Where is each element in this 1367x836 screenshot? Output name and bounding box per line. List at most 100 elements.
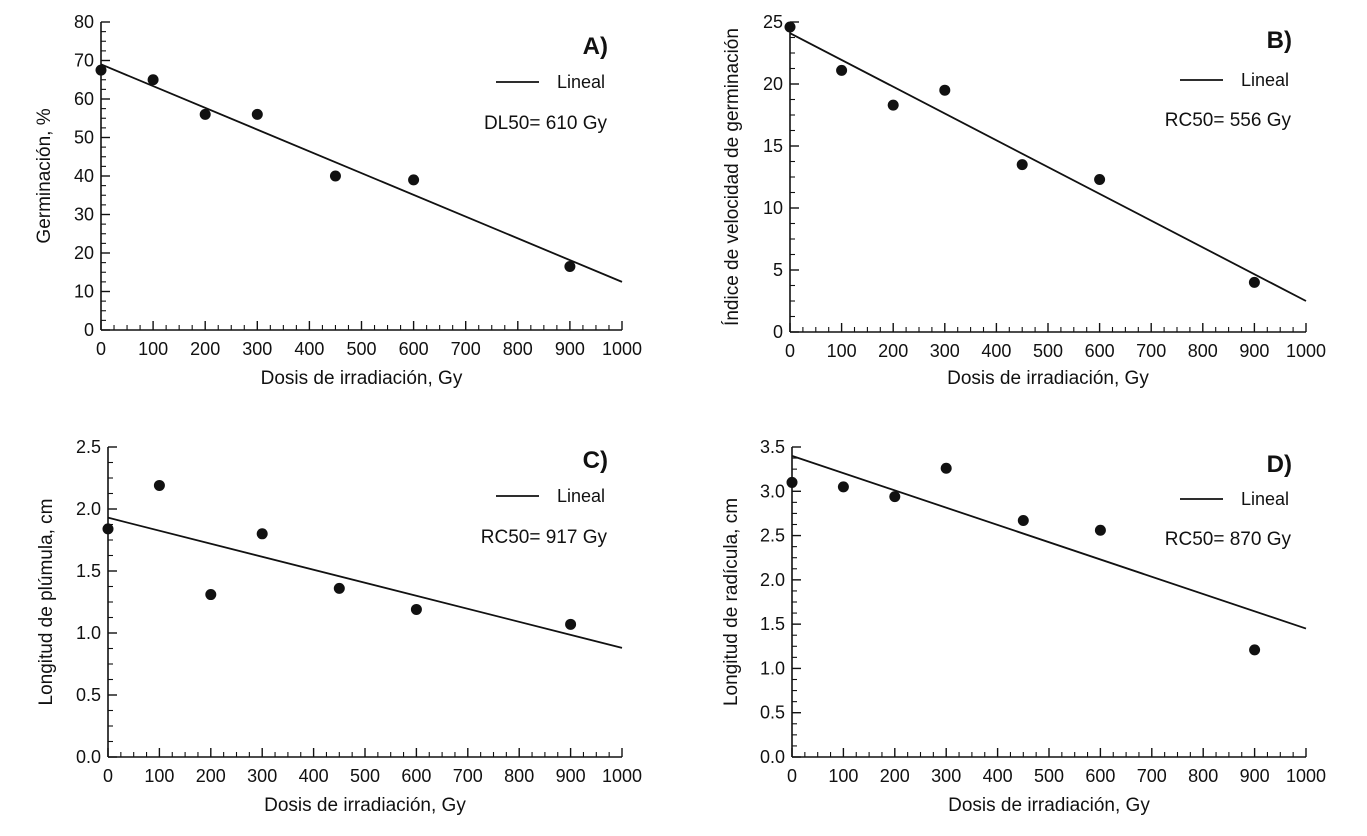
panel-label: C) bbox=[583, 447, 608, 474]
dose-annotation: RC50= 870 Gy bbox=[1165, 529, 1292, 550]
data-point bbox=[836, 64, 848, 76]
y-tick-label: 2.0 bbox=[76, 499, 101, 519]
y-axis-title: Índice de velocidad de germinación bbox=[722, 28, 743, 326]
y-tick-label: 70 bbox=[74, 51, 94, 71]
x-tick-label: 600 bbox=[1085, 766, 1115, 786]
panel-b: 0 100 200 300 400 500 600 700 800 900 1000 0 5 10 15 20… bbox=[722, 12, 1326, 389]
x-axis-title: Dosis de irradiación, Gy bbox=[947, 368, 1149, 389]
y-tick-label: 20 bbox=[74, 243, 94, 263]
data-point bbox=[256, 528, 268, 540]
x-tick-label: 700 bbox=[1136, 341, 1166, 361]
data-point bbox=[940, 462, 952, 474]
data-point bbox=[329, 170, 341, 182]
y-tick-label: 2.5 bbox=[760, 526, 785, 546]
fit-line-lineal bbox=[100, 63, 623, 283]
panel-d: 0 100 200 300 400 500 600 700 800 900 1000 0.0 0.5 1.… bbox=[721, 437, 1326, 816]
data-point bbox=[889, 491, 901, 503]
legend-label: Lineal bbox=[1241, 489, 1289, 509]
x-tick-label: 700 bbox=[1137, 766, 1167, 786]
x-axis-title: Dosis de irradiación, Gy bbox=[261, 368, 463, 389]
x-tick-label: 400 bbox=[294, 339, 324, 359]
x-tick-label: 900 bbox=[556, 766, 586, 786]
dose-annotation: RC50= 556 Gy bbox=[1165, 110, 1292, 131]
x-tick-label: 900 bbox=[555, 339, 585, 359]
data-point bbox=[1016, 159, 1028, 171]
x-tick-label: 300 bbox=[930, 341, 960, 361]
x-tick-label: 200 bbox=[190, 339, 220, 359]
x-tick-label: 1000 bbox=[602, 766, 642, 786]
data-point bbox=[147, 74, 159, 86]
fit-line-lineal bbox=[789, 32, 1307, 302]
x-tick-label: 800 bbox=[504, 766, 534, 786]
y-axis-title: Longitud de plúmula, cm bbox=[36, 498, 57, 705]
y-tick-label: 0.5 bbox=[760, 703, 785, 723]
x-axis-title: Dosis de irradiación, Gy bbox=[264, 795, 466, 816]
y-tick-label: 25 bbox=[763, 12, 783, 32]
x-tick-label: 500 bbox=[350, 766, 380, 786]
data-point bbox=[102, 523, 114, 535]
x-tick-label: 1000 bbox=[1286, 341, 1326, 361]
x-tick-label: 500 bbox=[346, 339, 376, 359]
fit-line-lineal bbox=[107, 516, 623, 649]
x-tick-label: 700 bbox=[453, 766, 483, 786]
y-tick-label: 0.5 bbox=[76, 685, 101, 705]
data-point bbox=[786, 476, 798, 488]
x-tick-label: 400 bbox=[983, 766, 1013, 786]
dose-annotation: RC50= 917 Gy bbox=[481, 527, 608, 548]
panel-label: B) bbox=[1267, 27, 1292, 54]
y-tick-label: 20 bbox=[763, 74, 783, 94]
data-point bbox=[1094, 524, 1106, 536]
data-point bbox=[887, 99, 899, 111]
y-tick-label: 1.5 bbox=[760, 614, 785, 634]
x-tick-label: 900 bbox=[1239, 341, 1269, 361]
x-tick-label: 0 bbox=[785, 341, 795, 361]
panel-label: A) bbox=[583, 33, 608, 60]
x-tick-label: 600 bbox=[401, 766, 431, 786]
data-point bbox=[410, 603, 422, 615]
dose-annotation: DL50= 610 Gy bbox=[484, 113, 608, 134]
data-point bbox=[153, 479, 165, 491]
panel-label: D) bbox=[1267, 451, 1292, 478]
x-tick-label: 200 bbox=[880, 766, 910, 786]
y-tick-label: 1.5 bbox=[76, 561, 101, 581]
data-point bbox=[564, 260, 576, 272]
legend-label: Lineal bbox=[557, 72, 605, 92]
data-point bbox=[939, 84, 951, 96]
data-point bbox=[251, 108, 263, 120]
x-tick-label: 300 bbox=[242, 339, 272, 359]
y-tick-label: 5 bbox=[773, 260, 783, 280]
data-point bbox=[333, 582, 345, 594]
data-point bbox=[837, 481, 849, 493]
x-tick-label: 400 bbox=[981, 341, 1011, 361]
x-tick-label: 1000 bbox=[1286, 766, 1326, 786]
x-tick-label: 100 bbox=[827, 341, 857, 361]
y-tick-label: 0 bbox=[773, 322, 783, 342]
x-tick-label: 200 bbox=[878, 341, 908, 361]
y-tick-label: 2.0 bbox=[760, 570, 785, 590]
y-tick-label: 30 bbox=[74, 205, 94, 225]
y-tick-label: 15 bbox=[763, 136, 783, 156]
y-tick-label: 0.0 bbox=[76, 747, 101, 767]
y-tick-label: 40 bbox=[74, 166, 94, 186]
data-point bbox=[1094, 173, 1106, 185]
x-tick-label: 700 bbox=[451, 339, 481, 359]
y-axis-title: Longitud de radícula, cm bbox=[721, 498, 742, 706]
y-tick-label: 3.0 bbox=[760, 481, 785, 501]
y-axis-title: Germinación, % bbox=[34, 108, 55, 243]
data-point bbox=[95, 64, 107, 76]
x-tick-label: 600 bbox=[399, 339, 429, 359]
data-point bbox=[199, 108, 211, 120]
y-tick-label: 1.0 bbox=[760, 658, 785, 678]
x-tick-label: 300 bbox=[931, 766, 961, 786]
x-tick-label: 1000 bbox=[602, 339, 642, 359]
x-tick-label: 0 bbox=[787, 766, 797, 786]
fit-line-lineal bbox=[791, 455, 1307, 630]
y-tick-label: 1.0 bbox=[76, 623, 101, 643]
data-point bbox=[408, 174, 420, 186]
data-point bbox=[784, 21, 796, 33]
x-tick-label: 500 bbox=[1034, 766, 1064, 786]
legend-label: Lineal bbox=[1241, 70, 1289, 90]
x-tick-label: 0 bbox=[103, 766, 113, 786]
y-tick-label: 10 bbox=[763, 198, 783, 218]
